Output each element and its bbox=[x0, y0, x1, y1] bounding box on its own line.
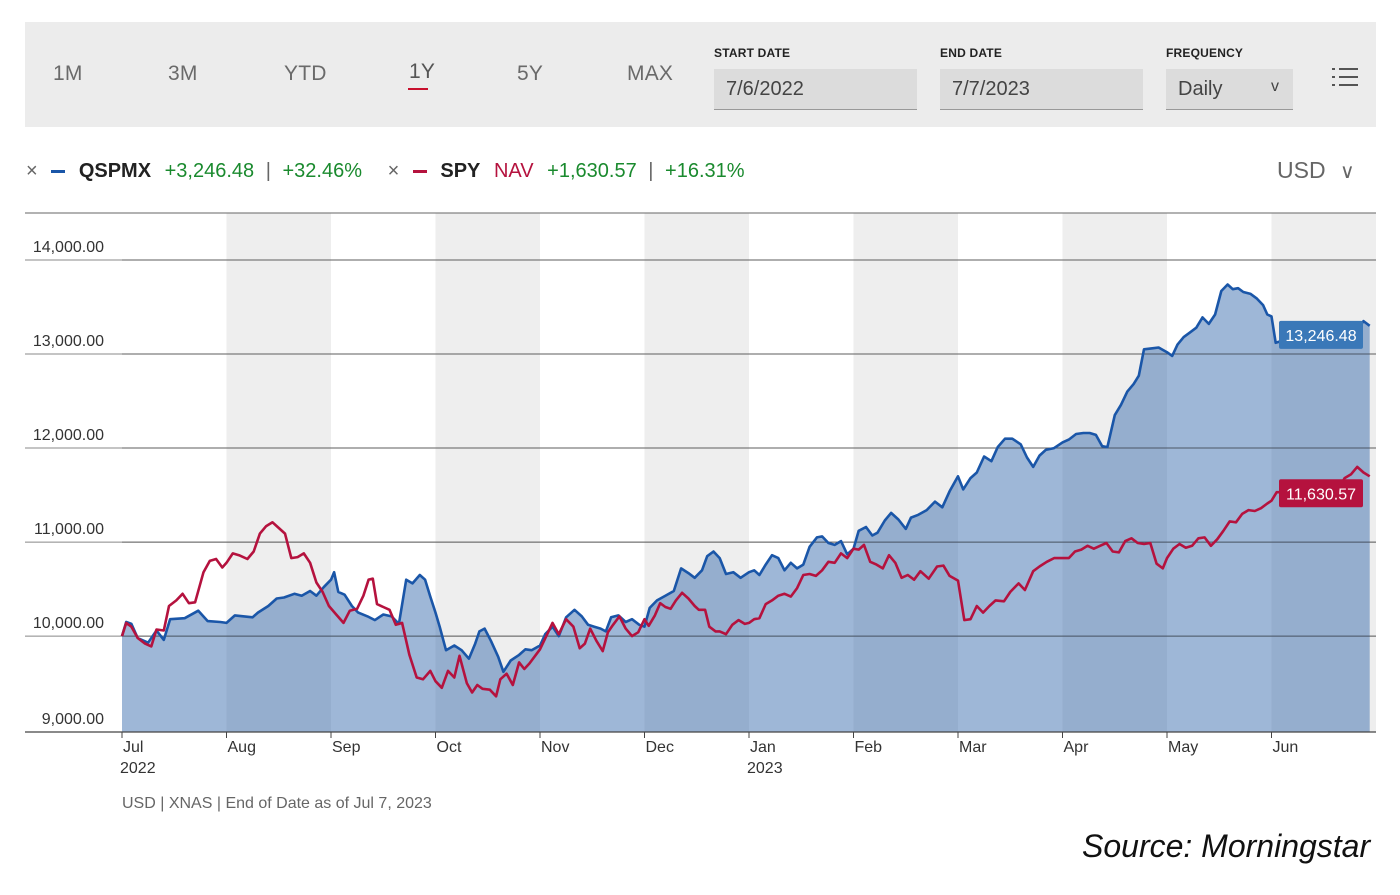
x-tick-label: Nov bbox=[541, 739, 569, 756]
y-tick-label: 9,000.00 bbox=[42, 711, 104, 728]
y-tick-label: 12,000.00 bbox=[33, 427, 104, 444]
frequency-select[interactable]: Daily v bbox=[1166, 69, 1293, 110]
qspmx-separator: | bbox=[265, 160, 271, 183]
spy-symbol: SPY bbox=[440, 160, 481, 183]
y-tick-label: 10,000.00 bbox=[33, 615, 104, 632]
toolbar: 1M 3M YTD 1Y 5Y MAX START DATE 7/6/2022 … bbox=[25, 22, 1376, 127]
x-tick-label: Jan bbox=[750, 739, 776, 756]
end-date-label: END DATE bbox=[940, 46, 1003, 60]
x-tick-label: Sep bbox=[332, 739, 361, 756]
spy-separator: | bbox=[648, 160, 654, 183]
month-band bbox=[1062, 213, 1167, 732]
currency-select[interactable]: USD bbox=[1277, 157, 1326, 183]
x-tick-label: May bbox=[1168, 739, 1198, 756]
frequency-value: Daily bbox=[1178, 78, 1223, 100]
spy-type: NAV bbox=[493, 160, 534, 183]
month-band bbox=[853, 213, 958, 732]
frequency-label: FREQUENCY bbox=[1166, 46, 1244, 60]
source-credit: Source: Morningstar bbox=[1082, 828, 1371, 864]
y-tick-label: 14,000.00 bbox=[33, 239, 104, 256]
qspmx-swatch bbox=[51, 170, 66, 174]
menu-list-icon[interactable] bbox=[1332, 66, 1358, 88]
month-band bbox=[226, 213, 331, 732]
performance-chart: 14,000.00 13,000.00 12,000.00 11,000.00 10,0… bbox=[25, 212, 1376, 777]
x-tick-label: Dec bbox=[646, 739, 674, 756]
month-band bbox=[644, 213, 749, 732]
currency-chevron-icon[interactable]: ∨ bbox=[1340, 161, 1355, 183]
range-max-button[interactable]: MAX bbox=[627, 62, 674, 85]
chart-legend: × QSPMX +3,246.48 | +32.46% × SPY NAV +1… bbox=[26, 160, 745, 188]
x-year-label: 2022 bbox=[120, 760, 156, 777]
start-date-field[interactable]: 7/6/2022 bbox=[714, 69, 917, 110]
x-tick-label: Oct bbox=[437, 739, 462, 756]
chart-footnote: USD | XNAS | End of Date as of Jul 7, 20… bbox=[122, 795, 432, 812]
x-year-label: 2023 bbox=[747, 760, 783, 777]
active-range-underline bbox=[408, 88, 428, 90]
qspmx-end-label: 13,246.48 bbox=[1285, 328, 1356, 345]
x-tick-label: Apr bbox=[1064, 739, 1090, 756]
month-band bbox=[1271, 213, 1376, 732]
spy-end-label-bg bbox=[1279, 479, 1363, 508]
spy-percent: +16.31% bbox=[665, 160, 745, 183]
range-5y-button[interactable]: 5Y bbox=[517, 62, 544, 85]
spy-end-label: 11,630.57 bbox=[1286, 486, 1356, 503]
start-date-value: 7/6/2022 bbox=[726, 78, 804, 100]
qspmx-change: +3,246.48 bbox=[164, 160, 255, 183]
qspmx-symbol: QSPMX bbox=[78, 160, 152, 183]
y-tick-label: 13,000.00 bbox=[33, 333, 104, 350]
remove-spy-icon[interactable]: × bbox=[387, 160, 400, 183]
x-tick-label: Aug bbox=[228, 739, 256, 756]
spy-swatch bbox=[412, 170, 427, 174]
qspmx-area bbox=[122, 284, 1370, 732]
end-date-field[interactable]: 7/7/2023 bbox=[940, 69, 1143, 110]
qspmx-line bbox=[120, 283, 1371, 674]
y-tick-label: 11,000.00 bbox=[34, 521, 104, 538]
chevron-down-icon: v bbox=[1271, 78, 1279, 95]
qspmx-end-label-bg bbox=[1279, 320, 1363, 349]
x-tick-label: Jul bbox=[123, 739, 143, 756]
end-date-value: 7/7/2023 bbox=[952, 78, 1030, 100]
remove-qspmx-icon[interactable]: × bbox=[26, 160, 38, 183]
x-tick-label: Mar bbox=[959, 739, 987, 756]
x-tick-label: Feb bbox=[855, 739, 883, 756]
spy-change: +1,630.57 bbox=[547, 160, 637, 183]
range-1y-button[interactable]: 1Y bbox=[409, 60, 436, 83]
spy-line bbox=[120, 465, 1371, 698]
qspmx-percent: +32.46% bbox=[282, 160, 362, 183]
x-tick-label: Jun bbox=[1273, 739, 1299, 756]
range-1m-button[interactable]: 1M bbox=[53, 62, 83, 85]
range-ytd-button[interactable]: YTD bbox=[284, 62, 327, 85]
range-3m-button[interactable]: 3M bbox=[168, 62, 198, 85]
start-date-label: START DATE bbox=[714, 46, 791, 60]
